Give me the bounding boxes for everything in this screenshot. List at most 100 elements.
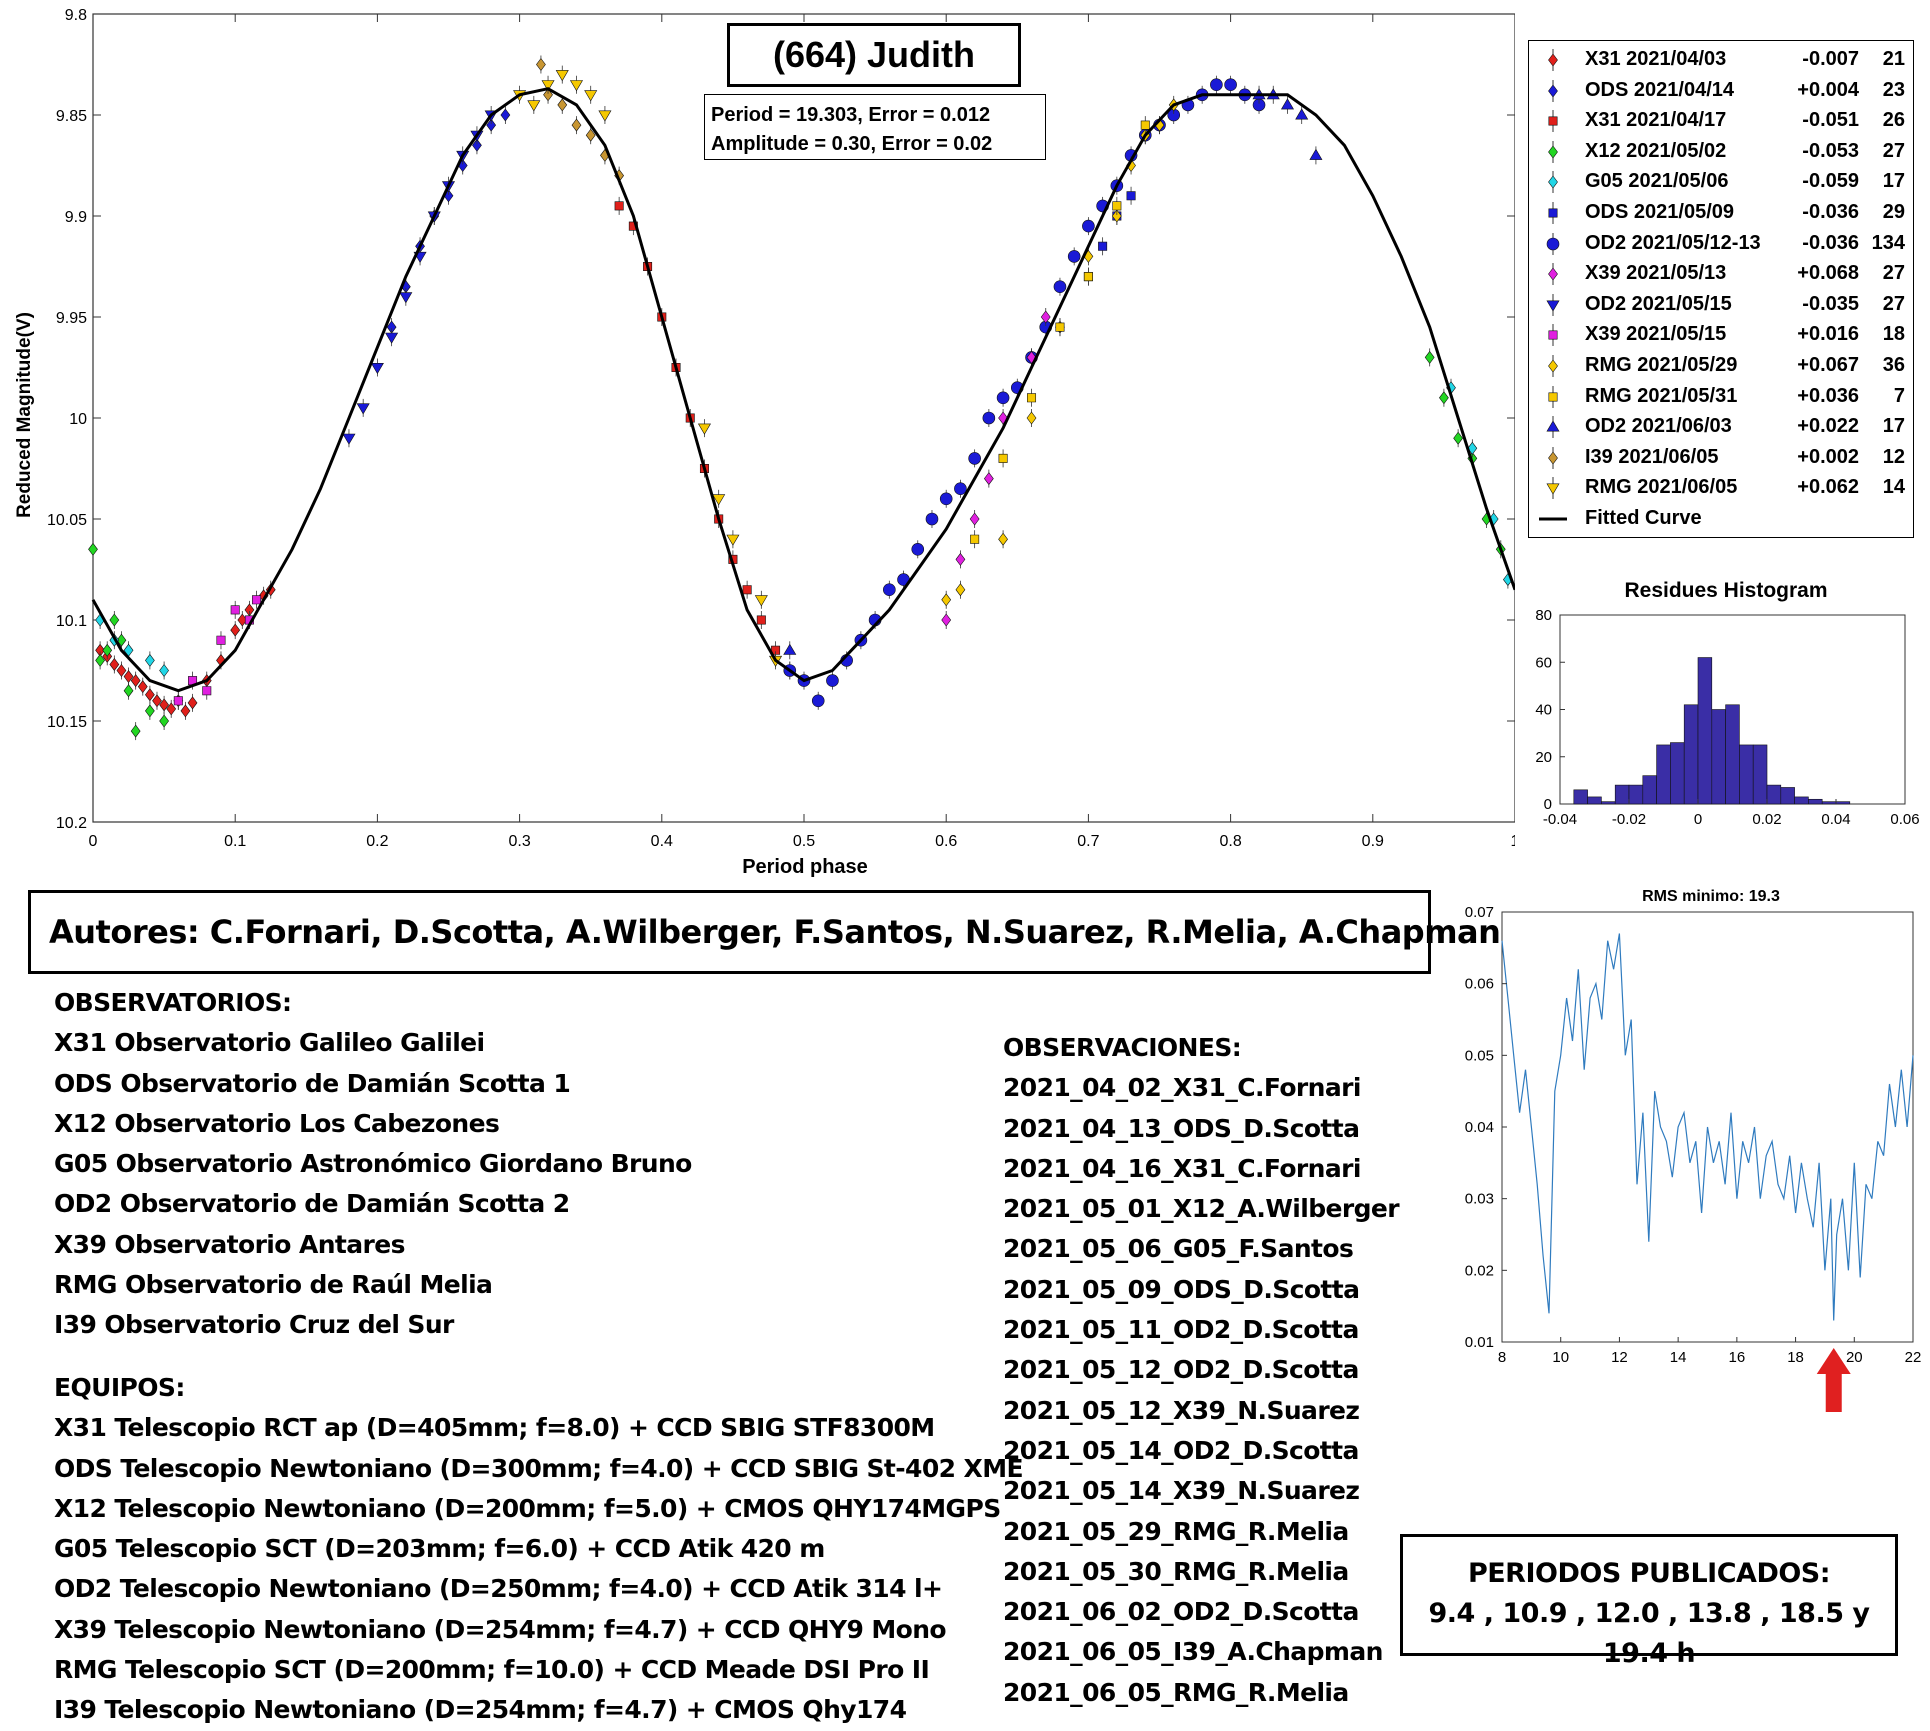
y-tick-label: 10 [69,411,87,428]
published-periods-heading: PERIODOS PUBLICADOS: [1467,1558,1831,1589]
equipo-item: X39 Telescopio Newtoniano (D=254mm; f=4.… [54,1614,947,1644]
data-point [941,593,952,607]
legend-label: OD2 2021/05/15 [1585,292,1732,315]
data-point [541,80,555,92]
data-point [1098,241,1108,251]
legend-offset: -0.007 [1802,48,1859,70]
data-point [109,613,120,627]
data-point [1027,393,1037,403]
data-point [1083,272,1093,282]
rms-y-tick-label: 0.02 [1465,1262,1494,1279]
legend-symbol [1546,300,1560,312]
data-point [756,615,766,625]
legend-offset: +0.022 [1797,415,1859,438]
data-point [1126,191,1136,201]
data-point [180,704,191,718]
data-point [982,411,996,425]
legend: X31 2021/04/03 -0.007 21 ODS 2021/04/14 +0.0… [1528,40,1914,538]
data-point [486,118,497,132]
data-point [130,724,141,738]
data-point [109,657,120,671]
observacion-item: 2021_06_05_I39_A.Chapman [1003,1637,1383,1667]
observacion-heading: OBSERVACIONES: [1003,1033,1242,1062]
y-tick-label: 10.05 [47,512,87,529]
legend-marker [1548,49,1558,71]
legend-label: OD2 2021/06/03 [1585,415,1732,438]
rms-y-tick-label: 0.05 [1465,1047,1494,1064]
data-point [571,118,582,132]
data-point [585,128,596,142]
histogram-bar [1808,798,1823,805]
observatorio-item: RMG Observatorio de Raúl Melia [54,1270,493,1300]
legend-label: X31 2021/04/03 [1585,48,1727,70]
histogram-x-tick-label: -0.02 [1612,811,1646,828]
legend-symbol [1548,267,1558,281]
observacion-item: 2021_06_05_RMG_R.Melia [1003,1677,1349,1707]
observacion-item: 2021_05_29_RMG_R.Melia [1003,1516,1349,1546]
histogram-y-tick-label: 60 [1535,654,1552,671]
legend-offset: +0.002 [1797,445,1859,468]
observatorio-item: X12 Observatorio Los Cabezones [54,1108,500,1138]
histogram-y-tick-label: 0 [1544,796,1552,813]
legend-marker [1548,140,1558,163]
legend-item: X12 2021/05/02 -0.053 27 [1529,137,1913,167]
histogram-x-tick-label: 0 [1694,811,1702,828]
legend-item: X31 2021/04/03 -0.007 21 [1529,45,1913,75]
data-point [1210,78,1223,91]
data-point [955,583,966,597]
legend-marker [1546,293,1560,316]
data-point [925,512,939,526]
authors-box: Autores: C.Fornari, D.Scotta, A.Wilberge… [28,890,1501,974]
histogram-bar [1794,796,1809,805]
legend-offset: +0.016 [1797,323,1859,346]
legend-offset: +0.062 [1797,476,1859,499]
legend-label: RMG 2021/05/31 [1585,384,1738,407]
histogram-bar [1656,744,1671,805]
data-point [1424,350,1435,364]
amplitude-line: Amplitude = 0.30, Error = 0.02 [711,133,993,155]
legend-count: 27 [1882,139,1905,162]
data-point [472,138,482,152]
legend-offset: -0.059 [1802,170,1859,193]
data-point [826,674,839,687]
legend-marker [1546,477,1560,500]
data-point [941,613,952,627]
legend-offset: +0.036 [1797,384,1859,407]
data-point [569,80,584,92]
legend-offset: -0.051 [1802,109,1859,132]
data-point [911,542,925,556]
observacion-item: 2021_05_12_OD2_D.Scotta [1003,1355,1359,1385]
legend-symbol [1548,451,1558,465]
equipo-item: I39 Telescopio Newtoniano (D=254mm; f=4.… [54,1695,907,1725]
x-tick-label: 0.9 [1362,833,1384,850]
legend-count: 14 [1882,476,1905,499]
data-point [230,623,241,637]
data-point [754,595,768,607]
legend-label: ODS 2021/05/09 [1585,201,1734,223]
data-point [1112,201,1122,211]
histogram-bar [1780,787,1795,805]
x-tick-label: 0.4 [651,833,673,850]
data-point [970,534,980,544]
histogram-y-tick-label: 20 [1535,749,1552,766]
data-point [555,70,569,82]
legend-label: RMG 2021/06/05 [1585,476,1738,499]
legend-label: RMG 2021/05/29 [1585,354,1738,376]
histogram-x-tick-label: 0.06 [1890,811,1919,828]
histogram-bar [1752,744,1768,805]
minimum-arrow-icon [1816,1348,1851,1412]
data-point [969,512,980,526]
data-point [102,643,113,657]
legend-count: 18 [1882,323,1905,346]
legend-item: OD2 2021/06/03 +0.022 17 [1529,412,1913,442]
legend-marker [1548,446,1558,469]
legend-marker [1548,263,1558,286]
observatorio-heading: OBSERVATORIOS: [54,988,292,1017]
data-point [159,664,169,677]
histogram-bar [1725,704,1740,805]
data-point [95,653,105,667]
data-point [883,583,896,597]
legend-symbol [1548,392,1558,402]
data-point [614,201,624,211]
histogram-bar [1697,657,1713,805]
